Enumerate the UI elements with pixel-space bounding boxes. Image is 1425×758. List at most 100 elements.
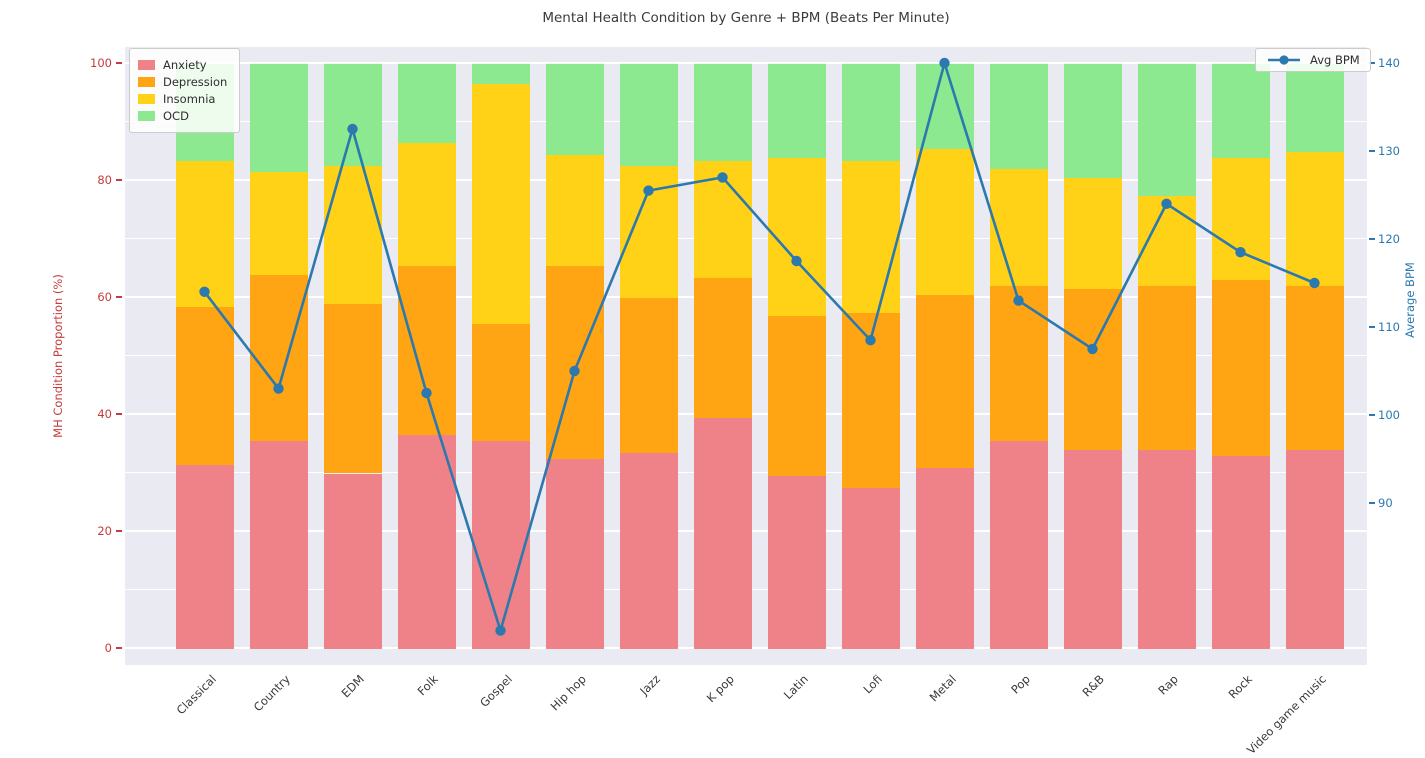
bar-segment-anxiety-r-b [1063,449,1122,649]
right-tick-label-140: 140 [1378,56,1400,70]
right-tick-mark [1369,62,1375,64]
right-tick-label-110: 110 [1378,320,1400,334]
bar-segment-depression-pop [989,285,1048,442]
left-tick-label-80: 80 [97,173,112,187]
legend-item-insomnia: Insomnia [138,92,227,106]
bar-segment-depression-r-b [1063,288,1122,451]
right-tick-label-100: 100 [1378,408,1400,422]
bar-segment-depression-gospel [471,323,530,442]
right-tick-mark [1369,502,1375,504]
bar-segment-anxiety-folk [397,434,456,649]
legend-item-depression: Depression [138,75,227,89]
bar-segment-ocd-r-b [1063,63,1122,179]
bar-segment-insomnia-hip-hop [545,153,604,266]
bar-segment-insomnia-folk [397,141,456,266]
bar-segment-anxiety-video-game-music [1285,449,1344,649]
left-tick-mark [116,413,122,415]
bar-segment-depression-k-pop [693,276,752,418]
legend-label-ocd: OCD [163,109,189,123]
bar-segment-anxiety-country [249,440,308,649]
bar-segment-ocd-metal [915,63,974,149]
bar-segment-insomnia-jazz [619,165,678,298]
legend-item-anxiety: Anxiety [138,58,227,72]
bar-segment-anxiety-rap [1137,449,1196,649]
legend-avg-bpm-label: Avg BPM [1310,53,1360,67]
bar-segment-ocd-edm [323,63,382,167]
bar-segment-ocd-hip-hop [545,63,604,155]
bar-segment-depression-rock [1211,279,1270,456]
bar-segment-ocd-pop [989,63,1048,170]
bar-segment-ocd-gospel [471,63,530,85]
bar-segment-anxiety-k-pop [693,416,752,649]
right-tick-label-90: 90 [1378,496,1393,510]
bar-segment-anxiety-pop [989,440,1048,649]
left-tick-mark [116,530,122,532]
plot-area [125,47,1367,665]
left-tick-label-20: 20 [97,524,112,538]
bar-segment-insomnia-edm [323,165,382,304]
legend-label-insomnia: Insomnia [163,92,216,106]
y-axis-label-right: Average BPM [1403,262,1417,338]
bar-segment-insomnia-rock [1211,156,1270,281]
bar-segment-ocd-country [249,63,308,173]
bar-segment-depression-rap [1137,285,1196,451]
bar-segment-ocd-jazz [619,63,678,167]
bar-segment-ocd-k-pop [693,63,752,161]
bar-segment-insomnia-rap [1137,194,1196,287]
legend-item-ocd: OCD [138,109,227,123]
bar-segment-anxiety-latin [767,475,826,649]
bar-segment-depression-folk [397,264,456,436]
left-tick-label-100: 100 [90,56,112,70]
bar-segment-insomnia-classical [175,159,234,307]
bar-segment-ocd-lofi [841,63,900,161]
bar-segment-ocd-latin [767,63,826,158]
left-tick-label-60: 60 [97,290,112,304]
left-tick-mark [116,647,122,649]
chart-title: Mental Health Condition by Genre + BPM (… [542,10,950,26]
left-tick-label-0: 0 [104,641,112,655]
bar-segment-insomnia-latin [767,156,826,316]
bar-segment-ocd-video-game-music [1285,63,1344,152]
bar-segment-ocd-folk [397,63,456,143]
right-tick-label-120: 120 [1378,232,1400,246]
bar-segment-anxiety-jazz [619,452,678,649]
bar-segment-insomnia-metal [915,147,974,296]
y-axis-label-left: MH Condition Proportion (%) [51,274,65,438]
bar-segment-depression-hip-hop [545,264,604,459]
bar-segment-depression-video-game-music [1285,285,1344,451]
bar-segment-depression-classical [175,305,234,465]
bar-segment-ocd-rap [1137,63,1196,196]
bar-segment-anxiety-hip-hop [545,457,604,649]
bar-segment-depression-edm [323,302,382,474]
bar-segment-anxiety-lofi [841,487,900,649]
bar-segment-depression-jazz [619,297,678,454]
bar-segment-insomnia-gospel [471,83,530,325]
bar-segment-insomnia-pop [989,168,1048,287]
bar-segment-insomnia-r-b [1063,177,1122,290]
legend-swatch-depression [138,77,155,87]
bpm-line-sample-icon [1268,55,1300,65]
bar-segment-insomnia-lofi [841,159,900,313]
legend-label-anxiety: Anxiety [163,58,207,72]
bar-segment-depression-latin [767,314,826,477]
right-tick-mark [1369,326,1375,328]
bar-segment-depression-lofi [841,311,900,489]
right-tick-mark [1369,414,1375,416]
legend-avg-bpm: Avg BPM [1255,48,1371,72]
right-tick-label-130: 130 [1378,144,1400,158]
bar-segment-anxiety-classical [175,463,234,649]
bar-segment-ocd-rock [1211,63,1270,158]
left-tick-label-40: 40 [97,407,112,421]
left-tick-mark [116,179,122,181]
left-tick-mark [116,296,122,298]
legend-swatch-ocd [138,111,155,121]
bar-segment-insomnia-k-pop [693,159,752,278]
bar-segment-anxiety-edm [323,472,382,649]
bar-segment-anxiety-rock [1211,454,1270,649]
left-tick-mark [116,62,122,64]
legend-swatch-insomnia [138,94,155,104]
bar-segment-anxiety-gospel [471,440,530,649]
right-tick-mark [1369,238,1375,240]
right-tick-mark [1369,150,1375,152]
